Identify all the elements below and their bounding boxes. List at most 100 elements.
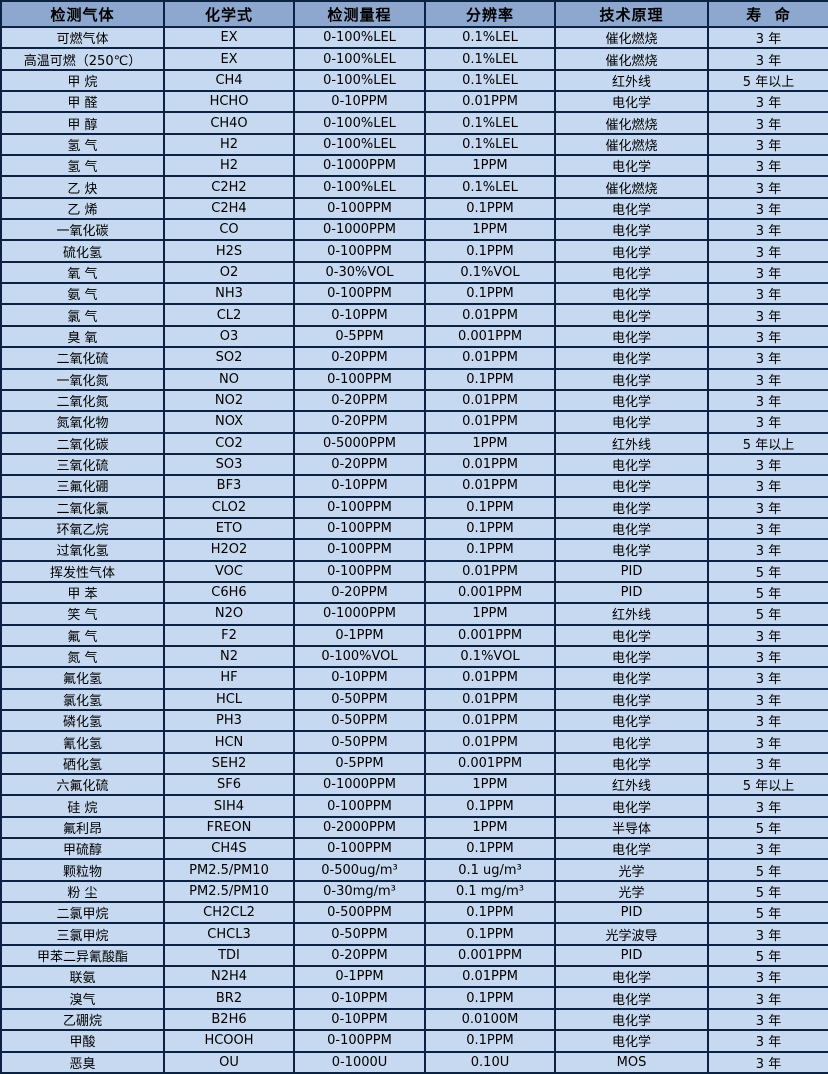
cell-principle: 电化学 bbox=[554, 324, 709, 349]
table-row: 甲 醇 CH4O 0-100%LEL 0.1%LEL 催化燃烧 3 年 bbox=[0, 111, 828, 135]
table-row: 恶臭 OU 0-1000U 0.10U MOS 3 年 bbox=[0, 1050, 828, 1074]
cell-formula: SO3 bbox=[163, 452, 295, 477]
cell-gas: 氢 气 bbox=[0, 132, 165, 157]
cell-gas: 过氧化氢 bbox=[0, 538, 165, 562]
cell-lifespan: 3 年 bbox=[707, 666, 828, 690]
cell-gas: 二氯甲烷 bbox=[0, 901, 165, 925]
cell-resolution: 0.01PPM bbox=[424, 388, 556, 413]
cell-gas: 氧 气 bbox=[0, 260, 165, 285]
cell-lifespan: 3 年 bbox=[707, 154, 828, 178]
cell-gas: 磷化氢 bbox=[0, 708, 165, 733]
table-row: 二氧化碳 CO2 0-5000PPM 1PPM 红外线 5 年以上 bbox=[0, 431, 828, 455]
cell-formula: N2 bbox=[163, 644, 295, 669]
cell-principle: 电化学 bbox=[554, 367, 709, 391]
table-row: 二氧化氯 CLO2 0-100PPM 0.1PPM 电化学 3 年 bbox=[0, 495, 828, 519]
cell-principle: PID bbox=[554, 943, 709, 968]
cell-principle: 红外线 bbox=[554, 602, 709, 626]
cell-range: 0-100%LEL bbox=[293, 175, 426, 199]
cell-principle: 电化学 bbox=[554, 282, 709, 306]
cell-principle: 电化学 bbox=[554, 623, 709, 647]
table-row: 硅 烷 SIH4 0-100PPM 0.1PPM 电化学 3 年 bbox=[0, 794, 828, 818]
column-header-principle: 技术原理 bbox=[554, 0, 709, 28]
cell-resolution: 0.01PPM bbox=[424, 708, 556, 733]
cell-formula: CH4S bbox=[163, 837, 295, 861]
cell-principle: 电化学 bbox=[554, 837, 709, 861]
cell-principle: 催化燃烧 bbox=[554, 47, 709, 71]
cell-resolution: 0.01PPM bbox=[424, 452, 556, 477]
cell-range: 0-100PPM bbox=[293, 538, 426, 562]
cell-range: 0-100PPM bbox=[293, 794, 426, 818]
cell-resolution: 0.01PPM bbox=[424, 90, 556, 114]
cell-lifespan: 3 年 bbox=[707, 282, 828, 306]
cell-formula: B2H6 bbox=[163, 1007, 295, 1032]
cell-principle: 电化学 bbox=[554, 1029, 709, 1053]
cell-lifespan: 3 年 bbox=[707, 410, 828, 434]
cell-resolution: 1PPM bbox=[424, 773, 556, 797]
table-row: 粉 尘 PM2.5/PM10 0-30mg/m³ 0.1 mg/m³ 光学 5 年 bbox=[0, 879, 828, 904]
cell-range: 0-100PPM bbox=[293, 495, 426, 519]
cell-resolution: 0.01PPM bbox=[424, 666, 556, 690]
cell-principle: 电化学 bbox=[554, 474, 709, 498]
table-row: 氮氧化物 NOX 0-20PPM 0.01PPM 电化学 3 年 bbox=[0, 410, 828, 434]
cell-range: 0-10PPM bbox=[293, 1007, 426, 1032]
cell-formula: SF6 bbox=[163, 773, 295, 797]
cell-range: 0-100%LEL bbox=[293, 111, 426, 135]
table-row: 颗粒物 PM2.5/PM10 0-500ug/m³ 0.1 ug/m³ 光学 5 年 bbox=[0, 858, 828, 882]
cell-resolution: 0.1PPM bbox=[424, 1029, 556, 1053]
cell-formula: CH4O bbox=[163, 111, 295, 135]
cell-resolution: 0.1 mg/m³ bbox=[424, 879, 556, 904]
cell-principle: 光学 bbox=[554, 858, 709, 882]
cell-principle: 电化学 bbox=[554, 452, 709, 477]
cell-lifespan: 3 年 bbox=[707, 922, 828, 946]
table-row: 氧 气 O2 0-30%VOL 0.1%VOL 电化学 3 年 bbox=[0, 260, 828, 285]
cell-principle: 光学波导 bbox=[554, 922, 709, 946]
cell-lifespan: 5 年 bbox=[707, 559, 828, 583]
cell-resolution: 0.1PPM bbox=[424, 495, 556, 519]
cell-range: 0-30mg/m³ bbox=[293, 879, 426, 904]
cell-lifespan: 3 年 bbox=[707, 687, 828, 712]
cell-principle: 红外线 bbox=[554, 773, 709, 797]
cell-lifespan: 3 年 bbox=[707, 1029, 828, 1053]
cell-resolution: 0.1PPM bbox=[424, 538, 556, 562]
table-row: 联氨 N2H4 0-1PPM 0.01PPM 电化学 3 年 bbox=[0, 965, 828, 989]
cell-range: 0-100PPM bbox=[293, 196, 426, 221]
cell-gas: 甲硫醇 bbox=[0, 837, 165, 861]
cell-resolution: 0.1PPM bbox=[424, 367, 556, 391]
cell-gas: 甲 醛 bbox=[0, 90, 165, 114]
cell-resolution: 0.01PPM bbox=[424, 687, 556, 712]
cell-principle: 电化学 bbox=[554, 1007, 709, 1032]
cell-principle: 催化燃烧 bbox=[554, 132, 709, 157]
cell-range: 0-500ug/m³ bbox=[293, 858, 426, 882]
cell-gas: 溴气 bbox=[0, 986, 165, 1010]
cell-principle: 电化学 bbox=[554, 516, 709, 541]
cell-resolution: 0.1%LEL bbox=[424, 68, 556, 93]
cell-formula: HCL bbox=[163, 687, 295, 712]
cell-range: 0-100%LEL bbox=[293, 25, 426, 50]
cell-range: 0-100PPM bbox=[293, 837, 426, 861]
column-header-resolution: 分辨率 bbox=[424, 0, 556, 28]
cell-gas: 甲苯二异氰酸酯 bbox=[0, 943, 165, 968]
cell-formula: CH2CL2 bbox=[163, 901, 295, 925]
cell-gas: 氯化氢 bbox=[0, 687, 165, 712]
cell-range: 0-100PPM bbox=[293, 282, 426, 306]
cell-resolution: 0.001PPM bbox=[424, 324, 556, 349]
cell-resolution: 0.001PPM bbox=[424, 751, 556, 776]
cell-gas: 二氧化碳 bbox=[0, 431, 165, 455]
cell-gas: 乙 烯 bbox=[0, 196, 165, 221]
table-row: 二氯甲烷 CH2CL2 0-500PPM 0.1PPM PID 5 年 bbox=[0, 901, 828, 925]
cell-range: 0-20PPM bbox=[293, 388, 426, 413]
table-row: 三氟化硼 BF3 0-10PPM 0.01PPM 电化学 3 年 bbox=[0, 474, 828, 498]
table-row: 三氯甲烷 CHCL3 0-50PPM 0.1PPM 光学波导 3 年 bbox=[0, 922, 828, 946]
cell-resolution: 1PPM bbox=[424, 154, 556, 178]
cell-resolution: 0.01PPM bbox=[424, 346, 556, 370]
table-row: 一氧化碳 CO 0-1000PPM 1PPM 电化学 3 年 bbox=[0, 218, 828, 242]
cell-range: 0-1000PPM bbox=[293, 773, 426, 797]
cell-lifespan: 3 年 bbox=[707, 388, 828, 413]
cell-formula: PM2.5/PM10 bbox=[163, 879, 295, 904]
cell-resolution: 0.1%LEL bbox=[424, 47, 556, 71]
cell-gas: 氮 气 bbox=[0, 644, 165, 669]
cell-lifespan: 5 年 bbox=[707, 858, 828, 882]
cell-range: 0-50PPM bbox=[293, 708, 426, 733]
cell-lifespan: 5 年 bbox=[707, 901, 828, 925]
